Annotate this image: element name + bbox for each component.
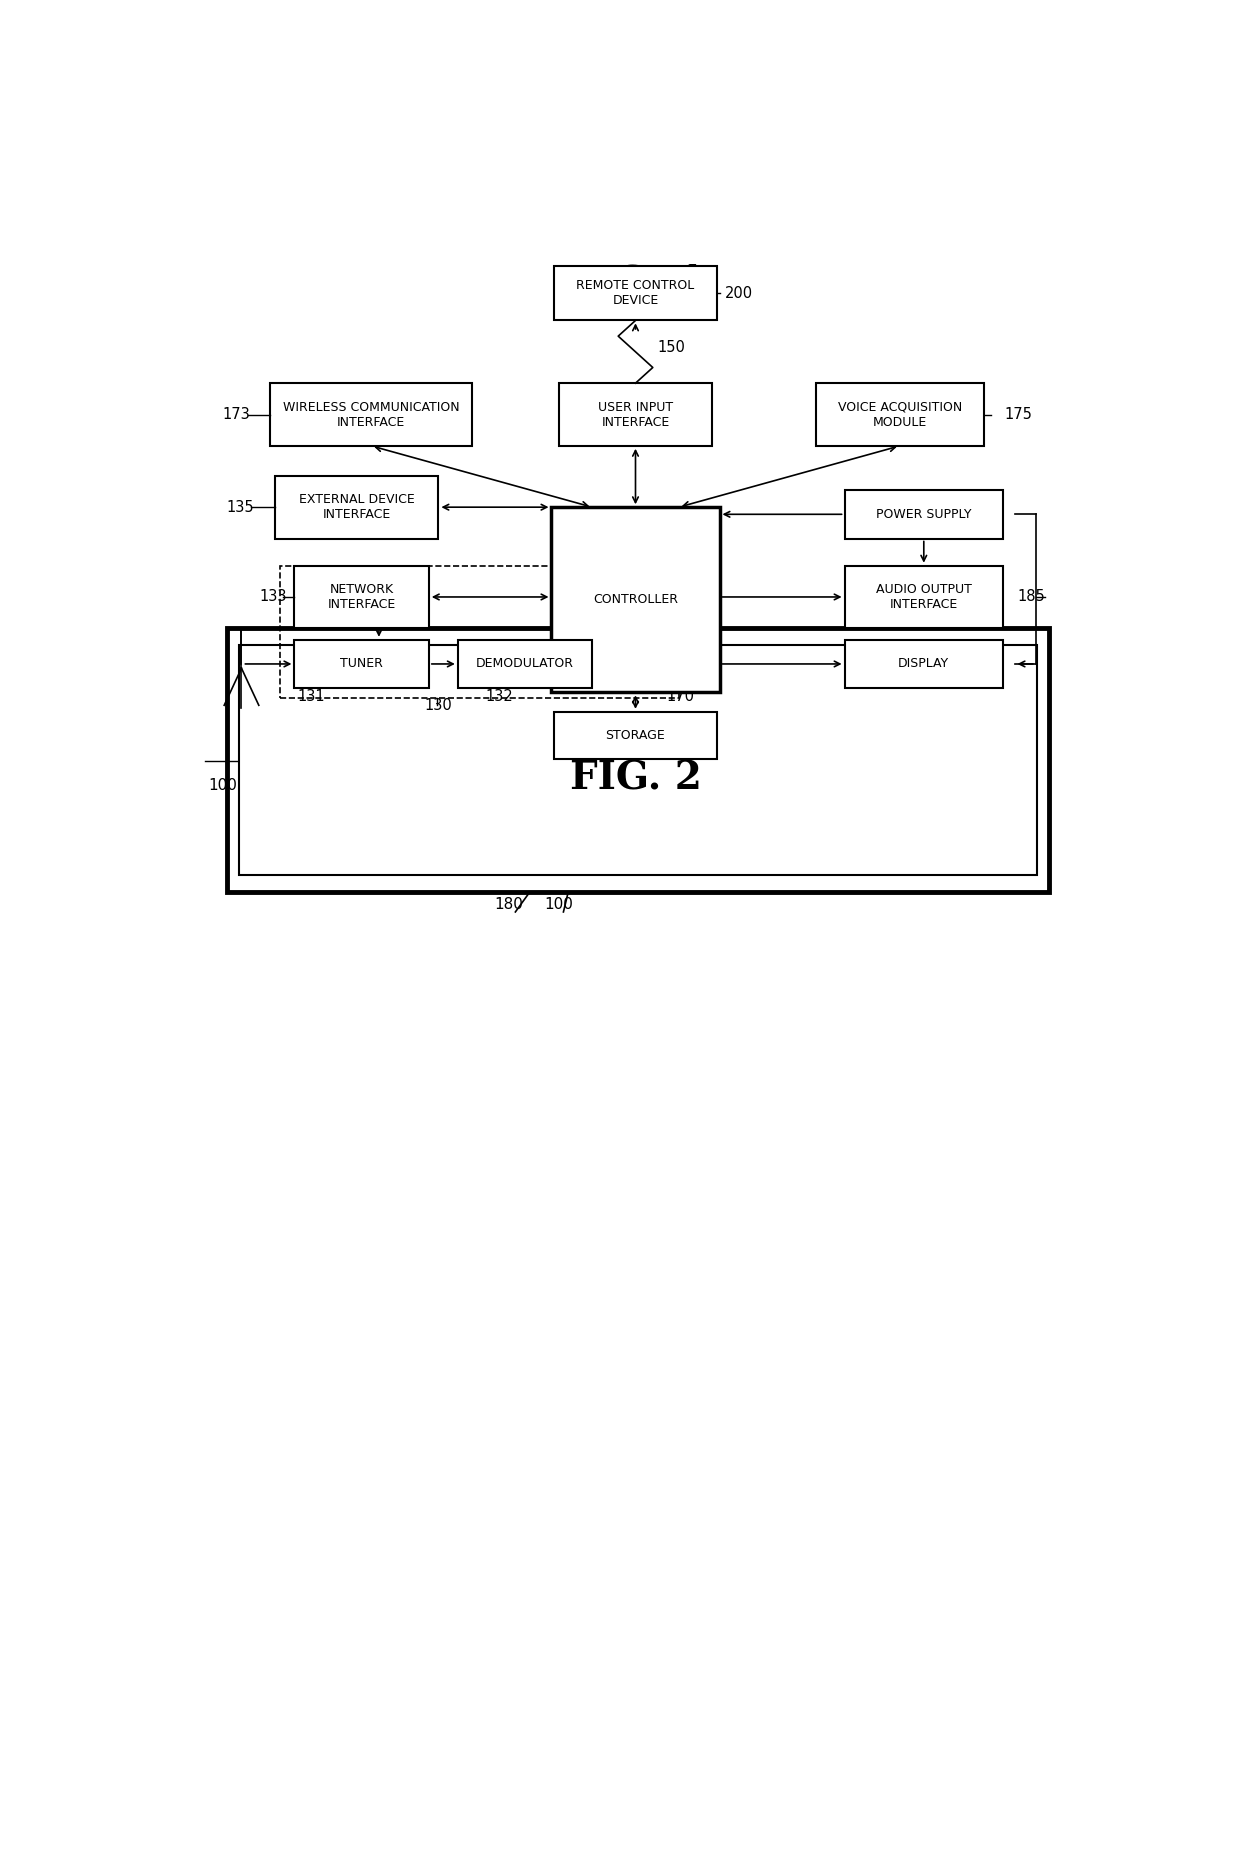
Bar [554,711,717,759]
Text: FIG. 1: FIG. 1 [565,263,706,304]
Text: 100: 100 [208,777,237,792]
Text: NETWORK
INTERFACE: NETWORK INTERFACE [327,583,396,611]
Bar [294,640,429,689]
Text: POWER SUPPLY: POWER SUPPLY [875,507,972,520]
Text: VOICE ACQUISITION
MODULE: VOICE ACQUISITION MODULE [838,400,962,429]
Text: 175: 175 [1004,407,1032,422]
Text: WIRELESS COMMUNICATION
INTERFACE: WIRELESS COMMUNICATION INTERFACE [283,400,460,429]
Text: 150: 150 [657,341,684,355]
Bar [816,383,983,446]
Text: REMOTE CONTROL
DEVICE: REMOTE CONTROL DEVICE [577,280,694,307]
Text: 173: 173 [223,407,250,422]
Text: USER INPUT
INTERFACE: USER INPUT INTERFACE [598,400,673,429]
Bar [275,476,439,539]
Bar [458,640,593,689]
Text: 180: 180 [867,676,894,692]
Text: 133: 133 [259,589,286,605]
Text: DEMODULATOR: DEMODULATOR [476,657,574,670]
Text: DISPLAY: DISPLAY [898,657,950,670]
Text: 132: 132 [485,689,513,703]
Text: 131: 131 [298,689,325,703]
Text: EXTERNAL DEVICE
INTERFACE: EXTERNAL DEVICE INTERFACE [299,492,414,522]
Text: 130: 130 [424,698,453,713]
Text: TUNER: TUNER [340,657,383,670]
Text: 190: 190 [867,522,894,537]
Text: 185: 185 [1018,589,1045,605]
Bar [227,627,1049,892]
Text: 180: 180 [495,898,523,913]
Text: AUDIO OUTPUT
INTERFACE: AUDIO OUTPUT INTERFACE [875,583,972,611]
Text: STORAGE: STORAGE [605,729,666,742]
Bar [552,507,719,692]
Text: CONTROLLER: CONTROLLER [593,594,678,607]
Bar [844,566,1003,627]
Bar [558,383,712,446]
Text: 170: 170 [667,689,694,703]
Bar [844,491,1003,539]
Text: FIG. 2: FIG. 2 [569,759,702,798]
Text: 140: 140 [621,744,650,759]
Text: 100: 100 [544,898,573,913]
Bar [270,383,472,446]
Bar [280,566,678,698]
Bar [238,646,1037,876]
Text: 200: 200 [725,285,754,302]
Bar [844,640,1003,689]
Text: 135: 135 [227,500,254,515]
Bar [554,267,717,320]
Bar [294,566,429,627]
